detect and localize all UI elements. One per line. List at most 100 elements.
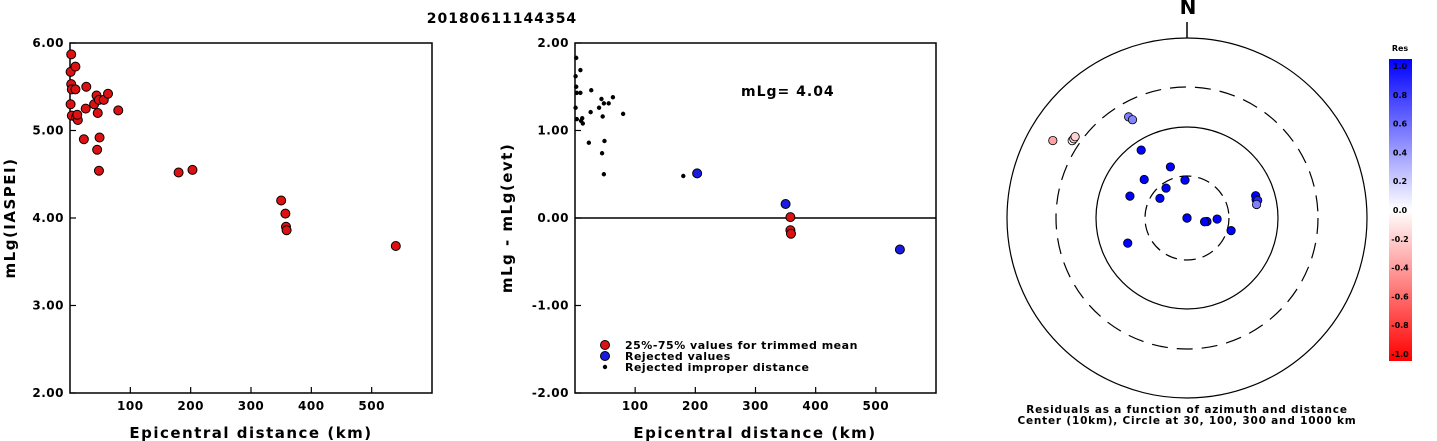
residual-point: [1123, 238, 1133, 248]
colorbar-gradient: [1389, 59, 1412, 361]
data-point: [66, 49, 77, 60]
ring-100km: [1095, 126, 1279, 310]
accepted-point: [785, 212, 796, 223]
figure-title: 20180611144354: [427, 11, 577, 27]
colorbar-tick-label: 0.0: [1393, 206, 1408, 215]
mlg-annotation: mLg= 4.04: [741, 84, 835, 100]
data-point: [390, 241, 401, 251]
x-tick-label: 400: [298, 399, 325, 413]
improper-distance-point: [574, 90, 580, 96]
y-tick-label: 2.00: [32, 386, 64, 400]
polar-caption-line1: Residuals as a function of azimuth and d…: [1026, 404, 1348, 416]
colorbar-tick-label: 0.8: [1393, 91, 1408, 100]
data-point: [281, 225, 292, 236]
data-point: [276, 195, 287, 206]
improper-distance-point: [620, 111, 626, 117]
plot1-frame: [69, 42, 433, 394]
magnitude-plot: 100 200 300 400 500 2.00 3.00 4.00 5.00 6.00 Epic…: [1, 36, 433, 441]
y-tick-label: 3.00: [32, 299, 64, 313]
y-tick-label: 5.00: [32, 124, 64, 138]
residual-point: [1165, 162, 1176, 172]
improper-distance-point: [681, 173, 686, 179]
colorbar-tick-label: 0.6: [1393, 120, 1408, 129]
improper-distance-point: [578, 67, 583, 73]
legend: 25%-75% values for trimmed mean Rejected…: [600, 339, 858, 374]
improper-distance-point: [580, 121, 586, 126]
residual-point: [1161, 183, 1171, 193]
y-tick-label: 2.00: [537, 36, 569, 50]
data-point: [70, 84, 81, 95]
improper-distance-point: [589, 88, 594, 93]
x-tick-label: 300: [742, 399, 769, 413]
data-point: [65, 99, 76, 110]
residual-point: [1199, 217, 1210, 227]
improper-distance-point: [573, 105, 578, 110]
data-point: [81, 81, 92, 92]
x-tick-label: 100: [117, 399, 144, 413]
data-point: [173, 167, 184, 178]
colorbar-tick-label: -0.8: [1391, 321, 1409, 330]
x-tick-label: 200: [177, 399, 204, 413]
improper-distance-point: [573, 74, 578, 79]
x-tick-label: 400: [802, 399, 829, 413]
improper-distance-point: [580, 116, 585, 121]
y-tick-label: -2.00: [532, 386, 569, 400]
data-point: [103, 88, 114, 99]
y-tick-label: 0.00: [537, 211, 569, 225]
residual-point: [1251, 199, 1262, 210]
x-tick-label: 200: [682, 399, 709, 413]
improper-distance-point: [599, 96, 604, 102]
legend-rejected-marker: [600, 351, 610, 361]
improper-distance-point: [602, 138, 607, 144]
x-tick-label: 500: [358, 399, 385, 413]
y-tick-label: 1.00: [537, 124, 569, 138]
improper-distance-point: [578, 90, 583, 96]
north-label: N: [1180, 0, 1197, 19]
improper-distance-point: [599, 151, 605, 156]
improper-distance-point: [574, 116, 580, 122]
ring-300km: [1055, 86, 1319, 350]
residual-point: [1136, 145, 1146, 155]
residual-point: [1155, 193, 1165, 203]
rejected-point: [692, 168, 703, 179]
y-tick-label: -1.00: [532, 299, 569, 313]
residual-point: [1070, 132, 1080, 142]
colorbar-tick-label: -0.2: [1391, 235, 1409, 244]
rejected-point: [780, 199, 791, 209]
improper-distance-point: [596, 105, 602, 110]
improper-distance-point: [588, 109, 593, 115]
legend-improper-label: Rejected improper distance: [625, 361, 809, 374]
legend-rejected-label: Rejected values: [625, 350, 731, 363]
residual-point: [1212, 214, 1222, 224]
legend-accepted-label: 25%-75% values for trimmed mean: [625, 339, 858, 352]
residual-point: [1048, 135, 1058, 146]
colorbar-tick-label: -0.6: [1391, 292, 1409, 301]
colorbar: Res 1.0 0.8 0.6 0.4 0.2 0.0 -0.2 -0.4 -0.6 -0.8 -1…: [1389, 44, 1412, 361]
colorbar-tick-label: 1.0: [1393, 62, 1408, 71]
colorbar-tick-label: 0.4: [1393, 148, 1408, 157]
residual-plot: 100 200 300 400 500 -2.00 -1.00 0.00 1.00 2.00 mL…: [498, 36, 937, 441]
improper-distance-point: [586, 140, 592, 145]
x-tick-label: 500: [863, 399, 890, 413]
improper-distance-point: [610, 95, 616, 100]
ring-1000km: [1006, 37, 1368, 399]
accepted-point: [785, 228, 796, 239]
legend-accepted-marker: [600, 340, 610, 350]
data-point: [93, 165, 104, 176]
y-tick-label: 6.00: [32, 36, 64, 50]
data-point: [92, 144, 103, 155]
residual-point: [1182, 213, 1192, 223]
residual-point: [1226, 226, 1236, 236]
improper-distance-point: [574, 55, 579, 61]
x-tick-label: 100: [622, 399, 649, 413]
improper-distance-point: [601, 101, 607, 106]
y-tick-label: 4.00: [32, 211, 64, 225]
rejected-point: [894, 244, 905, 255]
plot2-y-axis-label: mLg - mLg(evt): [498, 143, 516, 293]
improper-distance-point: [600, 114, 605, 119]
data-point: [78, 134, 89, 145]
plot2-x-axis-label: Epicentral distance (km): [633, 424, 876, 441]
data-point: [80, 103, 91, 114]
residual-point: [1180, 175, 1190, 185]
